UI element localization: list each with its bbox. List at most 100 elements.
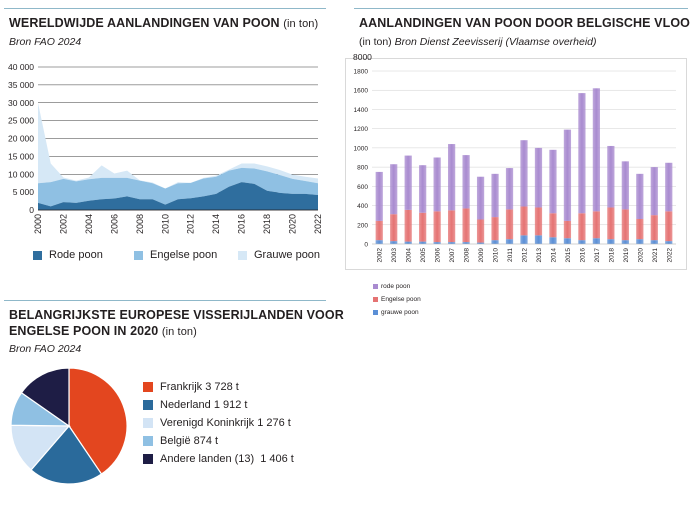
bar-rode-poon-2004 [404, 155, 412, 210]
y-tick-label: 5 000 [13, 187, 35, 197]
pie-legend-vk-label: Verenigd Koninkrijk 1 276 t [160, 417, 291, 429]
y-tick-label: 1400 [354, 107, 369, 114]
legend-be-grauwe-label: grauwe poon [381, 309, 419, 316]
bar-grauwe-poon-2005 [419, 241, 427, 244]
y-tick-label: 200 [357, 222, 368, 229]
x-tick-label: 2020 [288, 214, 298, 234]
bar-engelse-poon-2015 [563, 220, 572, 239]
x-tick-label: 2006 [435, 248, 442, 263]
bar-rode-poon-2015 [563, 129, 572, 221]
legend-be-engelse-poon: Engelse poon [373, 296, 421, 303]
panel1-title: WERELDWIJDE AANLANDINGEN VAN POON (in to… [9, 16, 318, 30]
panel1-unit: (in ton) [283, 18, 319, 30]
y-tick-label: 0 [364, 242, 368, 249]
pie-legend-nederland-label: Nederland 1 912 t [160, 399, 248, 411]
panel1-title-text: WERELDWIJDE AANLANDINGEN VAN POON [9, 16, 280, 30]
x-tick-label: 2002 [377, 248, 384, 263]
bar-rode-poon-2012 [520, 140, 528, 207]
bar-engelse-poon-2012 [520, 206, 528, 236]
bar-rode-poon-2003 [390, 164, 398, 215]
bar-engelse-poon-2017 [592, 211, 600, 239]
legend-be-grauwe-swatch [373, 310, 378, 315]
bar-rode-poon-2013 [534, 147, 543, 208]
bar-rode-poon-2022 [665, 162, 673, 212]
bar-grauwe-poon-2013 [534, 235, 543, 244]
legend-be-rode-label: rode poon [381, 283, 411, 290]
y-tick-label: 1800 [354, 69, 369, 76]
bar-engelse-poon-2003 [390, 214, 398, 242]
x-tick-label: 2000 [33, 214, 43, 234]
legend-be-rode-poon: rode poon [373, 283, 410, 290]
legend-engelse-poon: Engelse poon [134, 249, 217, 261]
x-tick-label: 2012 [522, 248, 529, 263]
x-tick-label: 2004 [406, 248, 413, 263]
bar-grauwe-poon-2020 [636, 239, 644, 244]
bar-grauwe-poon-2019 [621, 240, 629, 244]
legend-rode-poon-label: Rode poon [49, 249, 103, 261]
pie-legend-vk: Verenigd Koninkrijk 1 276 t [143, 417, 291, 429]
bar-grauwe-poon-2014 [549, 237, 557, 244]
panel3-title-line2: ENGELSE POON IN 2020 (in ton) [9, 324, 197, 338]
world-landings-area-chart: 0 5 000 10 000 15 000 20 000 25 000 30 000 35 0… [8, 62, 323, 234]
bar-grauwe-poon-2012 [520, 235, 528, 244]
x-tick-label: 2018 [608, 248, 615, 263]
pie-legend-belgie-label: België 874 t [160, 435, 219, 447]
belgian-landings-bar-chart: 0 200 400 600 800 1000 1200 1400 1600 1800 2002 200… [354, 69, 676, 263]
x-tick-label: 2003 [391, 248, 398, 263]
bar-rode-poon-2007 [448, 144, 456, 211]
bar-rode-poon-2019 [621, 161, 629, 210]
bar-grauwe-poon-2008 [462, 242, 470, 244]
panel3-title-line1: BELANGRIJKSTE EUROPESE VISSERIJLANDEN VO… [9, 308, 344, 322]
bar-rode-poon-2010 [491, 173, 499, 218]
bar-grauwe-poon-2002 [375, 240, 383, 244]
bar-engelse-poon-2005 [419, 212, 427, 242]
pie-slice-nederland [30, 425, 103, 485]
pie-legend-belgie-swatch [143, 436, 153, 446]
bar-grauwe-poon-2015 [563, 238, 572, 244]
legend-be-rode-swatch [373, 284, 378, 289]
x-tick-label: 2007 [449, 248, 456, 263]
y-tick-label: 1000 [354, 145, 369, 152]
x-tick-label: 2006 [109, 214, 119, 234]
panel3-unit: (in ton) [161, 326, 197, 338]
bar-grauwe-poon-2010 [491, 240, 499, 244]
x-tick-label: 2002 [58, 214, 68, 234]
x-tick-label: 2014 [211, 214, 221, 234]
bar-engelse-poon-2013 [534, 207, 543, 236]
x-tick-label: 2014 [550, 248, 557, 263]
y-tick-label: 600 [357, 184, 368, 191]
bar-rode-poon-2014 [549, 149, 557, 214]
y-tick-label: 0 [29, 205, 34, 215]
y-tick-label: 10 000 [8, 169, 34, 179]
pie-legend-belgie: België 874 t [143, 435, 218, 447]
panel1-source: Bron FAO 2024 [9, 36, 82, 48]
x-tick-label: 2017 [594, 248, 601, 263]
y-tick-label: 15 000 [8, 151, 34, 161]
bar-engelse-poon-2007 [448, 210, 456, 243]
bar-rode-poon-2020 [636, 173, 644, 220]
x-tick-label: 2020 [637, 248, 644, 263]
panel2-axis-top-label: 8000 [353, 52, 372, 62]
bar-rode-poon-2005 [419, 165, 427, 213]
area-series-grauwe-poon [38, 102, 318, 189]
pie-legend-frankrijk-label: Frankrijk 3 728 t [160, 381, 239, 393]
x-tick-label: 2022 [313, 214, 323, 234]
pie-legend-andere: Andere landen (13) 1 406 t [143, 453, 294, 465]
y-tick-label: 40 000 [8, 62, 34, 72]
bar-engelse-poon-2021 [650, 215, 658, 241]
bar-engelse-poon-2006 [433, 211, 441, 243]
pie-slice-frankrijk [68, 367, 128, 475]
bar-engelse-poon-2019 [621, 209, 629, 241]
x-tick-label: 2005 [420, 248, 427, 263]
legend-be-grauwe-poon: grauwe poon [373, 309, 419, 316]
bar-engelse-poon-2020 [636, 219, 644, 240]
bar-grauwe-poon-2007 [448, 242, 456, 244]
pie-slice-andere-landen-13 [20, 367, 70, 428]
pie-legend-nederland-swatch [143, 400, 153, 410]
legend-grauwe-poon-label: Grauwe poon [254, 249, 321, 261]
y-tick-label: 800 [357, 165, 368, 172]
bar-grauwe-poon-2016 [578, 240, 586, 244]
pie-legend-andere-swatch [143, 454, 153, 464]
bar-grauwe-poon-2004 [404, 241, 412, 244]
x-tick-label: 2019 [623, 248, 630, 263]
